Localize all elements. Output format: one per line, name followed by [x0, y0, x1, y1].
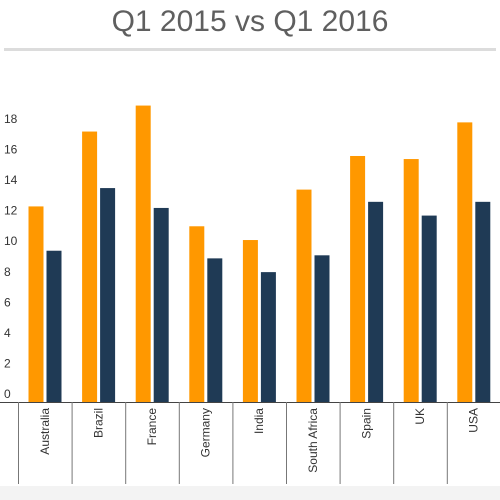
- x-tick-label: India: [252, 408, 266, 434]
- x-axis: [0, 402, 500, 484]
- bar: [475, 201, 491, 402]
- y-tick-label: 8: [4, 265, 11, 279]
- title-divider: [4, 48, 496, 51]
- x-tick-label: Germany: [199, 408, 213, 457]
- y-axis-ticks: 0 2 4 6 8 10 12 14 16 18: [4, 112, 18, 401]
- y-tick-label: 4: [4, 326, 11, 340]
- x-tick-label: Australia: [38, 408, 52, 455]
- x-tick-label: France: [145, 408, 159, 446]
- y-tick-label: 16: [4, 143, 18, 157]
- bar: [350, 155, 366, 402]
- footer-strip: [0, 486, 500, 500]
- bar: [189, 226, 205, 402]
- bar: [457, 122, 473, 402]
- bar: [100, 188, 116, 402]
- y-tick-label: 6: [4, 295, 11, 309]
- x-tick-label: South Africa: [306, 408, 320, 473]
- bars: [28, 105, 491, 403]
- bar: [242, 240, 258, 402]
- bar: [314, 255, 330, 402]
- bar: [296, 189, 312, 402]
- y-tick-label: 14: [4, 173, 18, 187]
- bar: [28, 206, 44, 402]
- y-tick-label: 18: [4, 112, 18, 126]
- bar: [82, 131, 98, 402]
- y-tick-label: 2: [4, 356, 11, 370]
- bar: [403, 159, 419, 402]
- chart-subtitle: Q1 2015 vs Q1 2016: [111, 5, 389, 38]
- x-tick-label: USA: [467, 408, 481, 433]
- x-tick-label: UK: [413, 408, 427, 425]
- x-tick-label: Brazil: [91, 408, 105, 438]
- bar: [135, 105, 151, 403]
- x-axis-labels: Australia Brazil France Germany India South A…: [38, 408, 481, 473]
- y-tick-label: 0: [4, 387, 11, 401]
- bar: [368, 201, 384, 402]
- y-tick-label: 12: [4, 204, 18, 218]
- bar: [421, 215, 437, 402]
- x-tick-label: Spain: [359, 408, 373, 439]
- bar: [46, 250, 62, 402]
- bar: [207, 258, 223, 402]
- bar: [153, 207, 169, 402]
- bar: [260, 272, 276, 402]
- y-tick-label: 10: [4, 234, 18, 248]
